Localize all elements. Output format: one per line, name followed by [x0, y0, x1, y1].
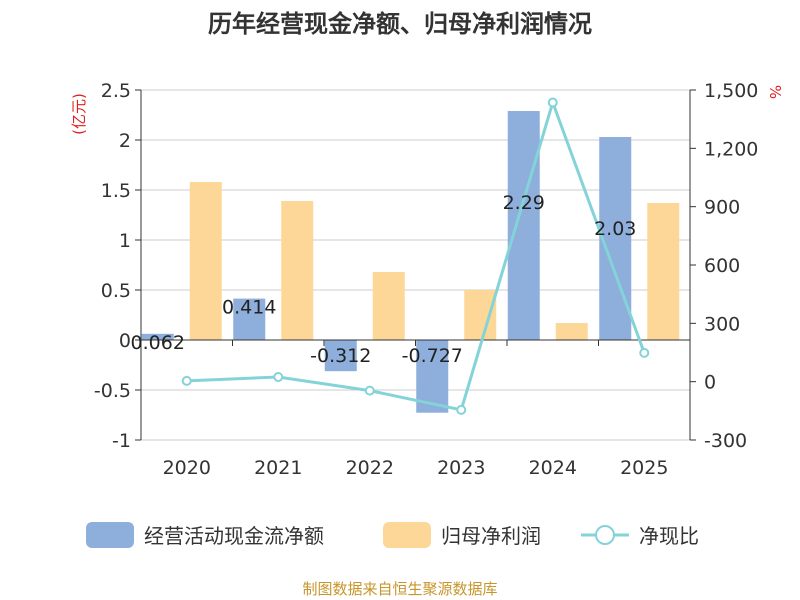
left-axis-tick-label: 2.5 — [101, 80, 131, 102]
right-axis-tick-label: 600 — [704, 255, 740, 277]
x-axis-tick-label: 2024 — [529, 457, 577, 479]
x-axis-tick-label: 2023 — [437, 457, 485, 479]
cash-flow-value-label: -0.312 — [310, 345, 371, 367]
legend-label-cash-flow: 经营活动现金流净额 — [144, 524, 324, 548]
right-axis-tick-label: 900 — [704, 197, 740, 219]
right-axis-tick-label: -300 — [704, 430, 747, 452]
legend: 经营活动现金流净额 归母净利润 净现比 — [86, 522, 699, 548]
left-axis-tick-label: 1 — [119, 230, 131, 252]
x-axis-tick-label: 2021 — [254, 457, 302, 479]
net-profit-bar — [555, 323, 588, 340]
net-profit-bar — [372, 272, 405, 340]
x-axis-tick-label: 2025 — [620, 457, 668, 479]
bar-label-layer: 0.062 0.414 -0.312 -0.727 2.29 2.03 — [131, 192, 637, 367]
net-cash-ratio-line — [186, 97, 646, 412]
net-profit-bar — [647, 203, 680, 340]
cash-flow-value-label: -0.727 — [402, 345, 463, 367]
left-axis-tick-label: 1.5 — [101, 180, 131, 202]
left-axis-tick-label: 0 — [119, 330, 131, 352]
bars-layer — [141, 111, 680, 413]
legend-label-net-profit: 归母净利润 — [441, 524, 541, 548]
cash-flow-bar — [324, 340, 357, 372]
axis-layer: -1 -0.5 0 0.5 1 1.5 2 2.5 -300 0 300 600 900 1,200 1,5… — [70, 80, 784, 479]
net-cash-ratio-point — [273, 372, 284, 382]
net-profit-bar — [281, 201, 314, 340]
left-axis-tick-label: 0.5 — [101, 280, 131, 302]
left-axis-unit: (亿元) — [70, 93, 88, 135]
net-cash-ratio-point — [456, 404, 467, 415]
left-axis-tick-label: -0.5 — [94, 380, 131, 402]
net-cash-ratio-point — [181, 375, 192, 386]
cash-flow-bar — [141, 333, 174, 340]
chart-title: 历年经营现金净额、归母净利润情况 — [208, 10, 592, 38]
net-cash-ratio-point — [639, 347, 650, 358]
right-axis-unit: % — [766, 85, 784, 99]
grid-layer — [141, 89, 690, 441]
cash-flow-bar — [507, 111, 540, 340]
net-cash-ratio-point — [547, 97, 558, 108]
left-axis-tick-label: -1 — [112, 430, 131, 452]
ratio-line-layer — [181, 97, 650, 415]
right-axis-tick-label: 300 — [704, 313, 740, 335]
source-note: 制图数据来自恒生聚源数据库 — [302, 580, 498, 598]
right-axis-tick-label: 1,500 — [704, 80, 758, 102]
x-axis-tick-label: 2022 — [346, 457, 394, 479]
left-axis-tick-label: 2 — [119, 130, 131, 152]
right-axis-tick-label: 1,200 — [704, 138, 758, 160]
right-axis-tick-label: 0 — [704, 372, 716, 394]
net-cash-ratio-point — [364, 385, 375, 396]
legend-swatch-ratio-marker — [595, 525, 615, 545]
cash-flow-value-label: 0.414 — [222, 297, 276, 319]
cash-flow-value-label: 2.03 — [594, 218, 636, 240]
cash-flow-bar — [233, 298, 266, 340]
legend-label-ratio: 净现比 — [639, 524, 699, 548]
legend-swatch-net-profit — [383, 522, 431, 548]
net-profit-bar — [189, 182, 222, 340]
legend-swatch-cash-flow — [86, 522, 134, 548]
net-profit-bar — [464, 290, 497, 340]
cash-flow-value-label: 0.062 — [131, 332, 185, 354]
x-axis-tick-label: 2020 — [163, 457, 211, 479]
cash-flow-value-label: 2.29 — [503, 192, 545, 214]
